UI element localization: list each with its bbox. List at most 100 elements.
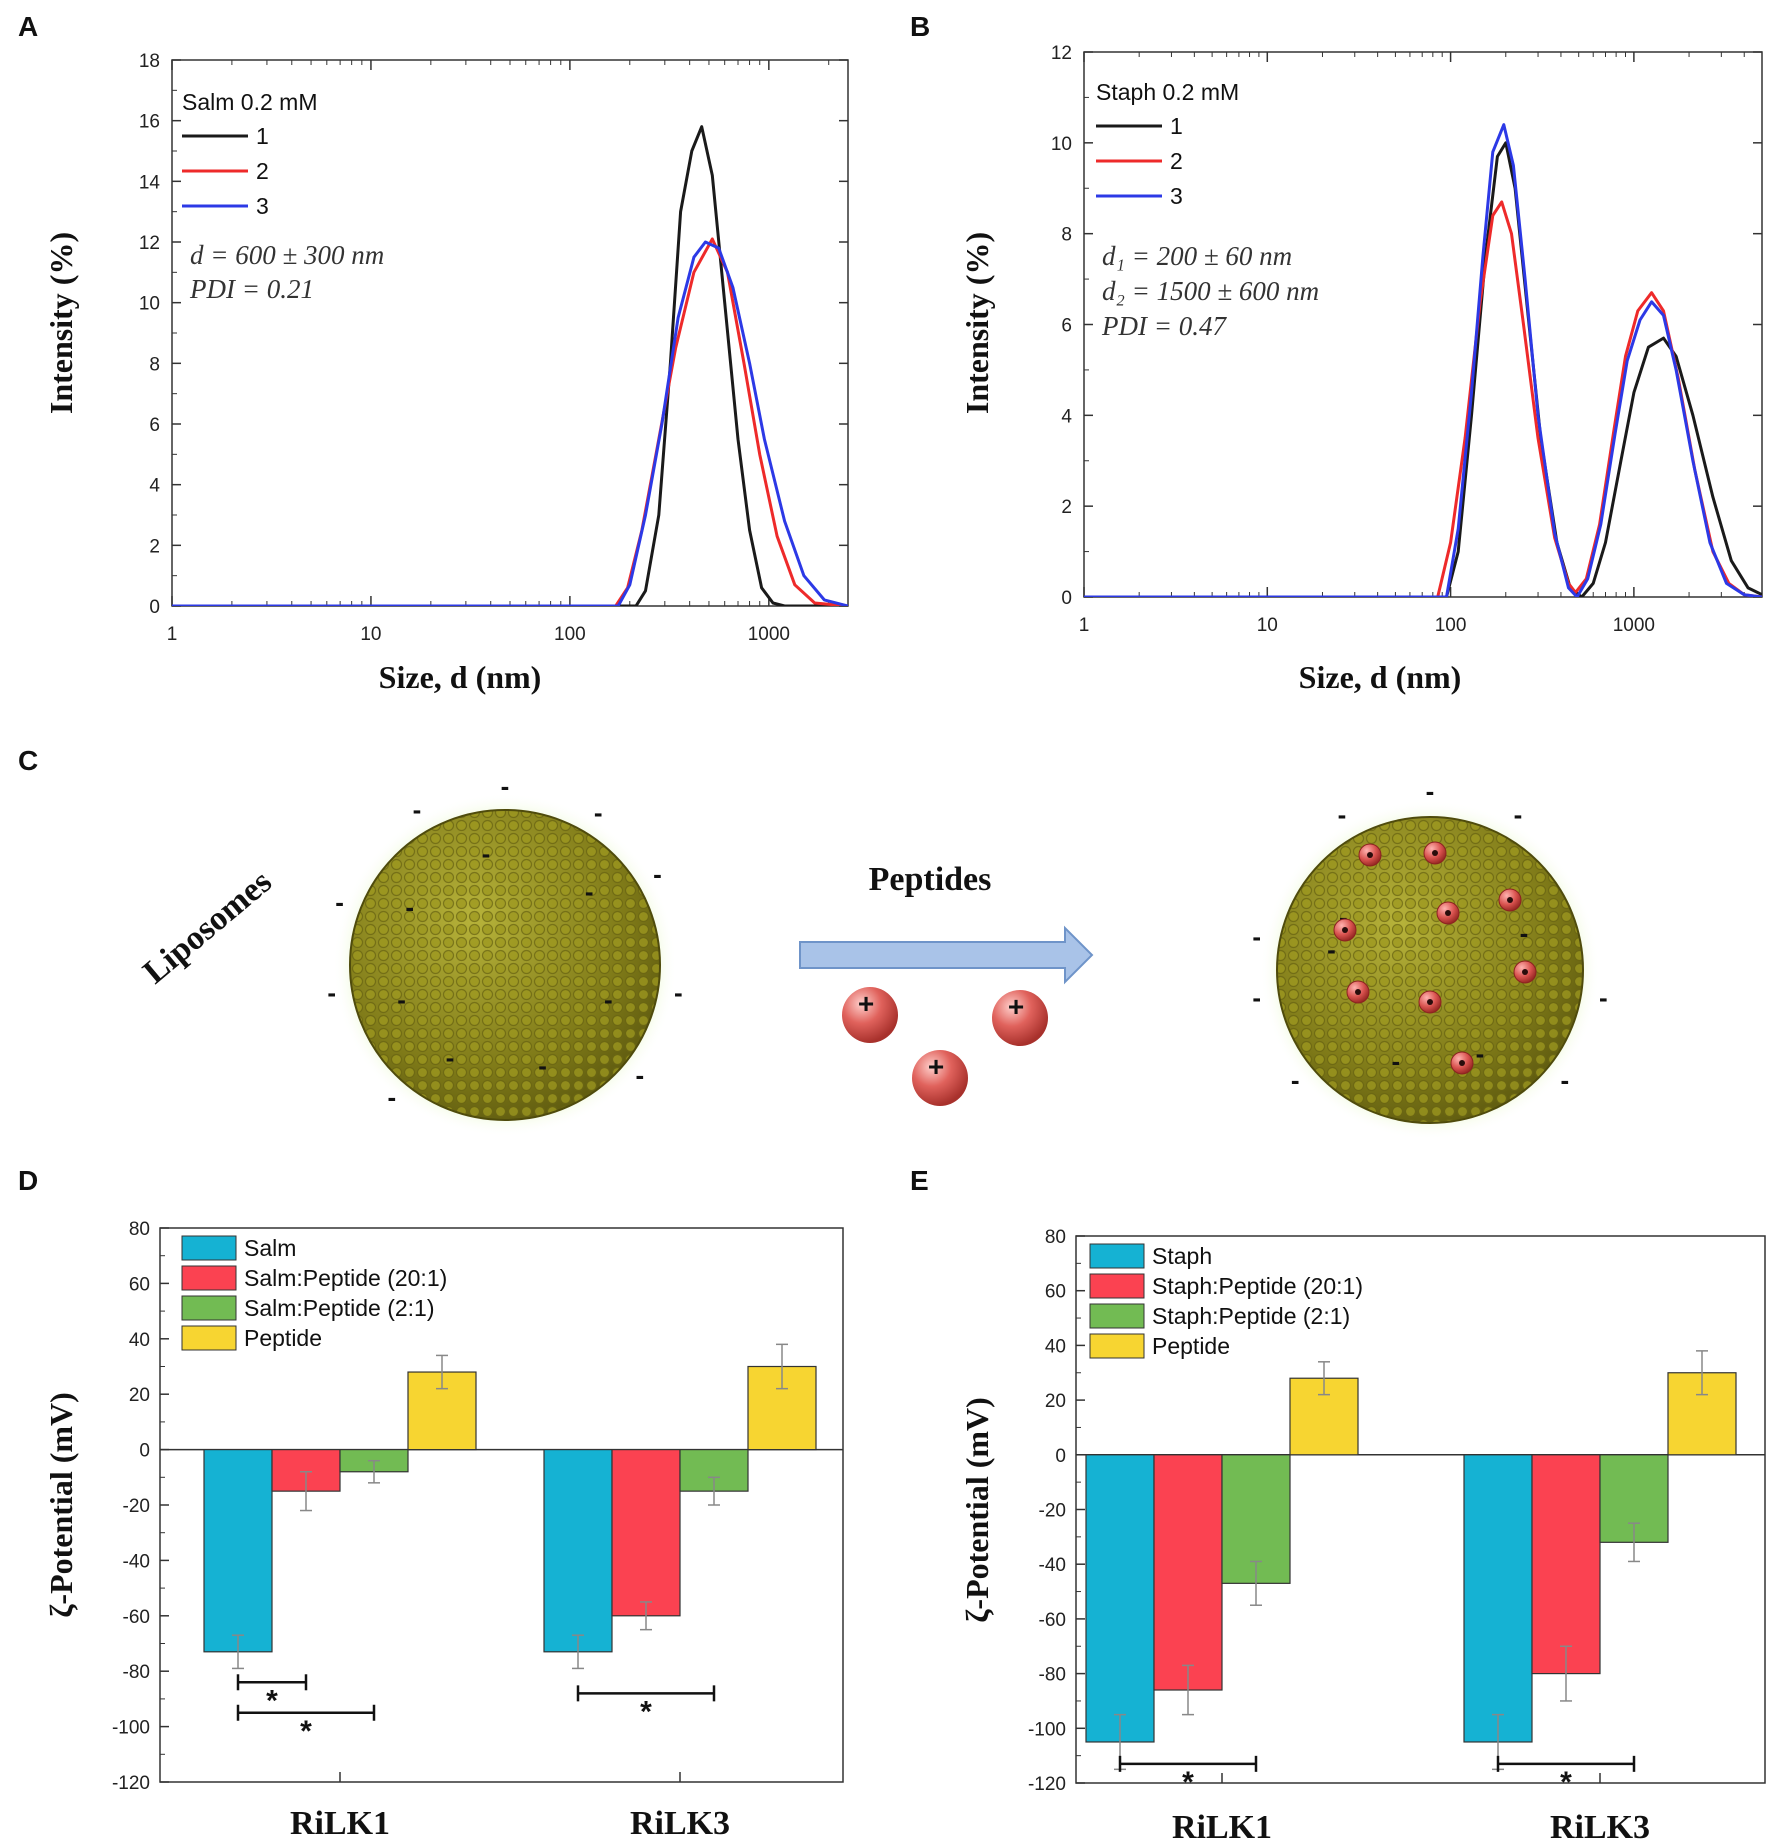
bound-peptide-core xyxy=(1445,910,1451,916)
bound-peptide-core xyxy=(1507,897,1513,903)
minus-sign: - xyxy=(538,1050,547,1080)
series-lines xyxy=(1084,123,1762,597)
minus-sign: - xyxy=(674,978,683,1008)
legend-label-1: 1 xyxy=(256,123,269,149)
y-tick-label: 2 xyxy=(1061,497,1072,518)
y-axis-title: ζ-Potential (mV) xyxy=(43,1392,79,1618)
y-tick-label: 80 xyxy=(129,1219,150,1240)
minus-sign: - xyxy=(1339,902,1348,932)
minus-sign: - xyxy=(1514,800,1523,830)
legend-label-2: 2 xyxy=(1170,148,1183,174)
series-line-1 xyxy=(172,125,848,606)
y-tick-label: 6 xyxy=(1061,316,1072,337)
bar-rilk1-1 xyxy=(1153,1454,1223,1691)
bound-peptide-core xyxy=(1427,999,1433,1005)
y-tick-label: -40 xyxy=(123,1551,150,1572)
minus-sign: - xyxy=(1291,1065,1300,1095)
panel-letter-c: C xyxy=(18,745,38,776)
x-tick-label: 1 xyxy=(167,624,178,645)
bound-peptide-core xyxy=(1522,969,1528,975)
y-tick-label: 4 xyxy=(1061,406,1072,427)
y-axis-title: ζ-Potential (mV) xyxy=(959,1397,995,1623)
y-tick-label: 0 xyxy=(139,1441,150,1462)
panel-letter-e: E xyxy=(910,1165,929,1196)
significance-markers: * * * xyxy=(236,1674,716,1748)
bar-rilk3-1 xyxy=(611,1448,681,1617)
x-tick-label: 100 xyxy=(1435,615,1467,636)
bound-peptide-core xyxy=(1342,927,1348,933)
x-tick-label: 10 xyxy=(360,624,381,645)
significance-star: * xyxy=(1182,1766,1194,1799)
y-axis-title: Intensity (%) xyxy=(959,232,995,414)
y-tick-label: -20 xyxy=(1039,1501,1066,1522)
legend-title: Salm 0.2 mM xyxy=(182,89,317,115)
peptides-label: Peptides xyxy=(869,861,992,898)
significance-star: * xyxy=(300,1715,312,1748)
reaction-arrow xyxy=(799,925,1094,985)
annotation-d1: d₁ = 200 ± 60 nm xyxy=(1102,241,1292,271)
legend-swatch-4 xyxy=(181,1325,237,1351)
legend-swatch-3 xyxy=(1089,1303,1145,1329)
bar-rilk3-2 xyxy=(679,1448,749,1492)
x-tick-label: 1000 xyxy=(748,624,790,645)
y-tick-label: 8 xyxy=(149,354,160,375)
y-tick-label: 60 xyxy=(129,1274,150,1295)
category-label-rilk1: RiLK1 xyxy=(1172,1809,1272,1846)
legend-label-2: Salm:Peptide (20:1) xyxy=(244,1265,447,1291)
y-tick-label: 14 xyxy=(139,172,161,193)
liposome-outline xyxy=(349,809,661,1121)
legend-label-4: Peptide xyxy=(244,1325,322,1351)
y-tick-label: -120 xyxy=(1028,1774,1066,1795)
plus-sign: + xyxy=(1008,991,1024,1022)
liposome-diagram: Liposomes ---------------- Peptides + + … xyxy=(136,771,1608,1140)
minus-sign: - xyxy=(585,876,594,906)
y-tick-label: 20 xyxy=(129,1385,150,1406)
peptide-ball-2: + xyxy=(992,990,1048,1046)
minus-sign: - xyxy=(1252,983,1261,1013)
legend-swatch-4 xyxy=(1089,1333,1145,1359)
y-tick-label: 80 xyxy=(1045,1227,1066,1248)
legend: Staph 0.2 mM 1 2 3 xyxy=(1096,79,1239,209)
legend: Salm 0.2 mM 1 2 3 xyxy=(182,89,317,219)
y-tick-label: -80 xyxy=(1039,1665,1066,1686)
minus-sign: - xyxy=(653,859,662,889)
legend-label-3: 3 xyxy=(256,193,269,219)
y-tick-label: 2 xyxy=(149,536,160,557)
minus-sign: - xyxy=(604,985,613,1015)
minus-sign: - xyxy=(501,771,510,801)
legend: Staph Staph:Peptide (20:1) Staph:Peptide… xyxy=(1089,1243,1363,1359)
y-tick-label: -60 xyxy=(123,1607,150,1628)
minus-sign: - xyxy=(335,887,344,917)
legend-label-3: 3 xyxy=(1170,183,1183,209)
bound-peptide-core xyxy=(1432,850,1438,856)
bars xyxy=(203,1343,817,1670)
minus-sign: - xyxy=(397,985,406,1015)
x-tick-label: 1 xyxy=(1079,615,1090,636)
bars xyxy=(1085,1350,1737,1771)
legend-label-2: 2 xyxy=(256,158,269,184)
x-tick-label: 100 xyxy=(554,624,586,645)
x-axis-title: Size, d (nm) xyxy=(1299,659,1462,695)
axis-ticks: -120 -100 -80 -60 -40 -20 0 20 40 60 80 xyxy=(112,1219,843,1794)
minus-sign: - xyxy=(1520,918,1529,948)
y-tick-label: 10 xyxy=(139,294,160,315)
y-tick-label: 40 xyxy=(129,1330,150,1351)
negative-charges-left: - - - - - - - - - - - - - - - - xyxy=(327,771,682,1112)
plot-frame xyxy=(171,59,849,607)
legend: Salm Salm:Peptide (20:1) Salm:Peptide (2… xyxy=(181,1235,447,1351)
minus-sign: - xyxy=(594,798,603,828)
bar-rilk1-0 xyxy=(203,1448,273,1653)
y-tick-label: 6 xyxy=(149,415,160,436)
minus-sign: - xyxy=(413,795,422,825)
bar-rilk3-1 xyxy=(1531,1454,1601,1675)
legend-label-3: Staph:Peptide (2:1) xyxy=(1152,1303,1350,1329)
liposome-left xyxy=(333,793,677,1137)
legend-swatch-1 xyxy=(181,1235,237,1261)
liposomes-label: Liposomes xyxy=(136,863,278,991)
peptide-ball-1: + xyxy=(842,987,898,1043)
legend-swatch-1 xyxy=(1089,1243,1145,1269)
panel-letter-d: D xyxy=(18,1165,38,1196)
minus-sign: - xyxy=(405,892,414,922)
peptide-sphere xyxy=(992,990,1048,1046)
